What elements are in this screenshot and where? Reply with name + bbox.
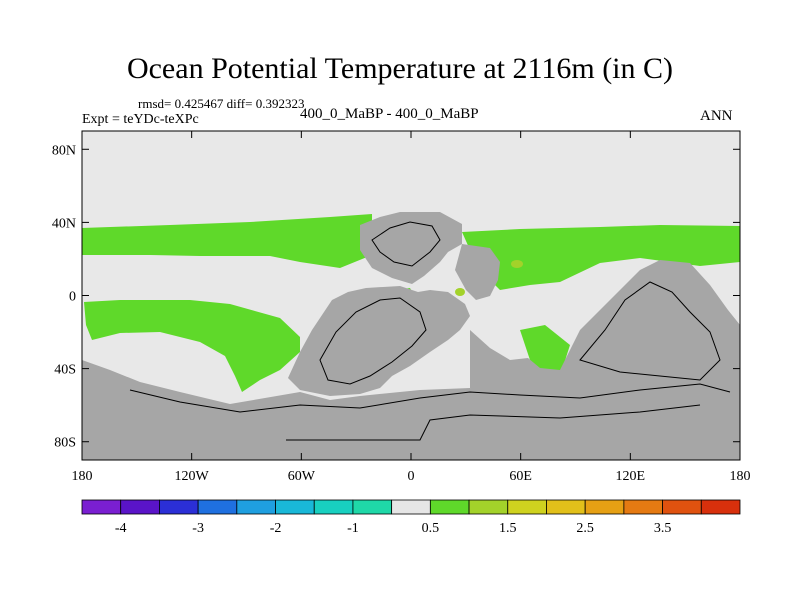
colorbar-label: -3 <box>192 521 204 536</box>
hot-patch <box>511 260 523 268</box>
colorbar-swatch <box>584 499 625 515</box>
colorbar-swatch <box>81 499 122 515</box>
x-tick-label: 0 <box>408 469 415 484</box>
hot-patches <box>455 260 523 296</box>
colorbar-swatch <box>623 499 663 515</box>
colorbar-swatch <box>700 499 741 515</box>
colorbar-swatch <box>159 499 199 515</box>
coastline-contour <box>319 297 427 385</box>
colorbar-label: 1.5 <box>499 521 517 536</box>
experiment-label: Expt = teYDc-teXPc <box>82 112 199 127</box>
coastline-contour <box>129 383 731 413</box>
colorbar-swatch <box>275 499 315 515</box>
landmass-north-east-shelf <box>455 244 500 300</box>
colorbar-swatch <box>507 499 547 515</box>
landmass-south-america <box>288 286 470 396</box>
north-band-region <box>82 214 372 268</box>
x-tick-label: 120E <box>616 469 646 484</box>
colorbar-swatch <box>120 499 160 515</box>
colorbar-swatch <box>313 499 354 515</box>
x-tick-label: 180 <box>730 469 751 484</box>
x-tick-label: 120W <box>175 469 210 484</box>
south-pacific-band-region <box>84 300 300 392</box>
x-tick-label: 60W <box>288 469 316 484</box>
coastline-contours <box>129 221 731 441</box>
coastline-contour <box>371 221 441 267</box>
period-comparison-label: 400_0_MaBP - 400_0_MaBP <box>300 106 479 122</box>
landmass-north-central <box>360 212 462 284</box>
colorbar-label: -4 <box>115 521 127 536</box>
colorbar-swatch <box>391 499 431 515</box>
coastline-contour <box>579 281 721 381</box>
colorbar-swatch <box>236 499 276 515</box>
y-tick-label: 80S <box>54 436 76 451</box>
north-band-east-region <box>462 225 740 290</box>
colorbar-swatch <box>546 499 586 515</box>
y-axis: 80N 40N 0 40S 80S <box>52 143 740 451</box>
y-tick-label: 0 <box>69 290 76 305</box>
colorbar-label: 0.5 <box>422 521 440 536</box>
x-axis: 180 120W 60W 0 60E 120E 180 <box>72 131 751 484</box>
colorbar-label: 3.5 <box>654 521 672 536</box>
y-tick-label: 40S <box>54 363 76 378</box>
colorbar-swatch <box>468 499 509 515</box>
colorbar-swatch <box>352 499 393 515</box>
y-tick-label: 40N <box>52 216 76 231</box>
east-indian-band-region <box>520 325 570 376</box>
colorbar-swatch <box>197 499 238 515</box>
x-tick-label: 180 <box>72 469 93 484</box>
colorbar-swatch <box>662 499 702 515</box>
colorbar-label: 2.5 <box>576 521 594 536</box>
season-label: ANN <box>700 108 733 124</box>
coastline-contour <box>286 404 701 441</box>
colorbar-label: -2 <box>270 521 282 536</box>
warm-anomaly-regions <box>82 214 740 392</box>
x-tick-label: 60E <box>509 469 532 484</box>
landmass-southern-continent <box>82 360 740 460</box>
hot-patch <box>455 288 465 296</box>
chart-title: Ocean Potential Temperature at 2116m (in… <box>126 52 674 85</box>
colorbar-label: -1 <box>347 521 359 536</box>
colorbar-swatch <box>429 499 470 515</box>
y-tick-label: 80N <box>52 143 76 158</box>
stats-label: rmsd= 0.425467 diff= 0.392323 <box>138 96 305 111</box>
colorbar: -4 -3 -2 -1 0.5 1.5 2.5 3.5 <box>81 499 741 536</box>
